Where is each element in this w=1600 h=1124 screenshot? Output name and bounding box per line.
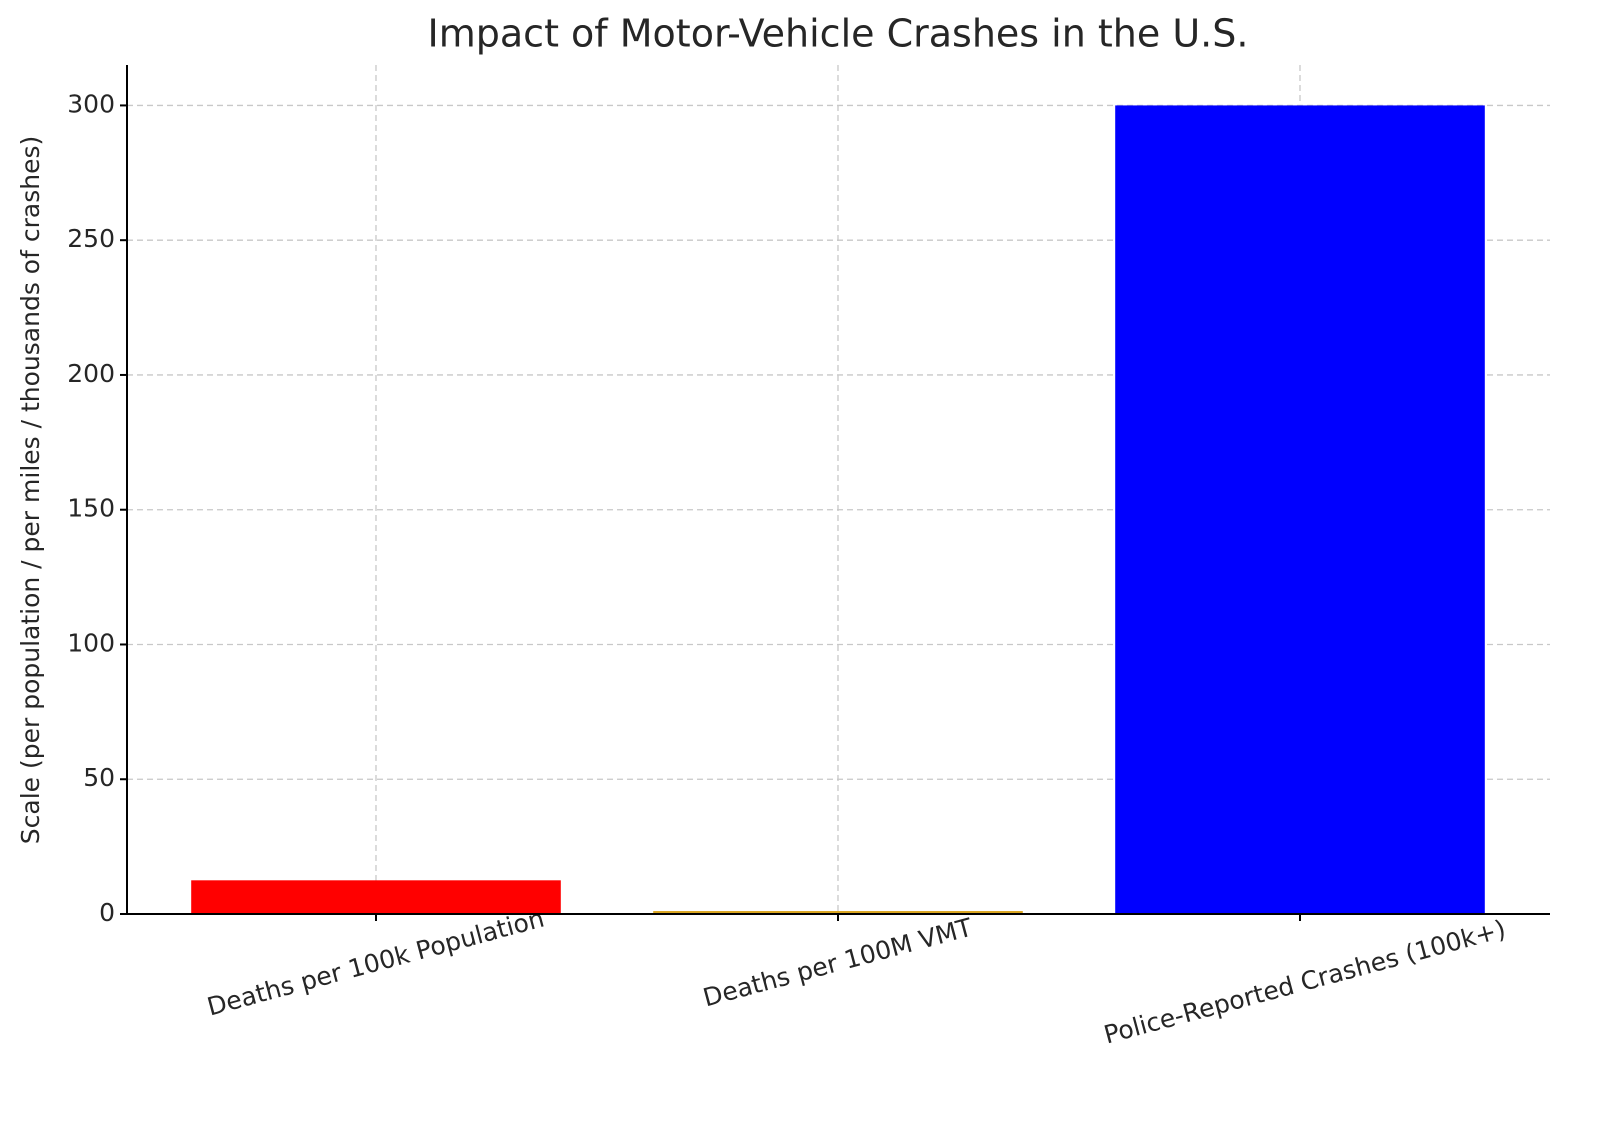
y-tick-label: 150 xyxy=(67,494,115,523)
y-tick-label: 100 xyxy=(67,628,115,657)
y-tick-label: 0 xyxy=(99,898,115,927)
bar xyxy=(1115,105,1485,914)
y-axis-label: Scale (per population / per miles / thou… xyxy=(16,136,45,844)
x-tick-label: Police-Reported Crashes (100k+) xyxy=(1101,914,1509,1049)
bar xyxy=(191,880,561,914)
y-tick-label: 250 xyxy=(67,224,115,253)
y-tick-label: 50 xyxy=(83,763,115,792)
y-tick-label: 200 xyxy=(67,359,115,388)
y-tick-label: 300 xyxy=(67,89,115,118)
bar xyxy=(653,911,1023,914)
x-tick-label: Deaths per 100M VMT xyxy=(700,912,976,1012)
chart-title: Impact of Motor-Vehicle Crashes in the U… xyxy=(428,12,1249,56)
x-tick-label: Deaths per 100k Population xyxy=(204,904,547,1022)
